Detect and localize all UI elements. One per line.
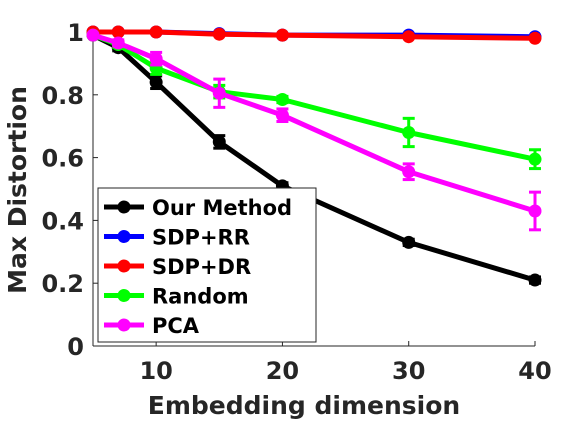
- legend-swatch-marker: [117, 200, 131, 214]
- axes: 10 20 30 40 0 0.2 0.4 0.6 0.8 1: [41, 19, 551, 385]
- y-tick-label: 0.4: [41, 207, 84, 235]
- y-tick-label: 0.8: [41, 82, 84, 110]
- series-pca: [86, 28, 542, 232]
- x-tick-label: 10: [139, 357, 172, 385]
- data-point: [212, 86, 226, 100]
- x-axis-label: Embedding dimension: [148, 391, 460, 420]
- series-sdp-dr: [86, 25, 542, 45]
- data-point: [528, 31, 542, 45]
- y-tick-label: 0: [67, 333, 84, 361]
- data-point: [111, 36, 125, 50]
- data-point: [149, 75, 163, 89]
- legend-label: Our Method: [152, 196, 292, 220]
- legend-swatch-marker: [117, 289, 131, 302]
- data-point: [149, 52, 163, 66]
- y-axis-label: Max Distortion: [3, 86, 32, 294]
- data-point: [402, 235, 416, 249]
- series-random: [86, 28, 542, 171]
- data-point: [275, 108, 289, 122]
- x-tick-label: 20: [266, 357, 299, 385]
- legend-swatch-marker: [117, 318, 131, 332]
- data-point: [402, 165, 416, 179]
- data-point: [528, 273, 542, 287]
- legend: Our Method SDP+RR SDP+DR Random PCA: [97, 187, 317, 343]
- data-point: [528, 204, 542, 218]
- data-point: [402, 30, 416, 44]
- data-point: [528, 152, 542, 166]
- plot-series: [86, 25, 542, 287]
- legend-label: PCA: [152, 314, 200, 338]
- legend-label: Random: [152, 285, 249, 309]
- y-tick-label: 0.6: [41, 145, 84, 173]
- data-point: [402, 125, 416, 139]
- legend-swatch-marker: [117, 259, 131, 273]
- legend-label: SDP+RR: [152, 226, 250, 250]
- data-point: [212, 135, 226, 149]
- y-tick-label: 1: [67, 19, 84, 47]
- data-point: [275, 28, 289, 42]
- data-point: [149, 25, 163, 39]
- x-tick-label: 40: [518, 357, 551, 385]
- data-point: [275, 93, 289, 107]
- data-point: [111, 25, 125, 39]
- legend-swatch-marker: [117, 230, 131, 243]
- data-point: [212, 27, 226, 41]
- legend-label: SDP+DR: [152, 255, 251, 279]
- x-tick-label: 30: [392, 357, 425, 385]
- data-point: [86, 28, 100, 42]
- y-tick-label: 0.2: [41, 270, 84, 298]
